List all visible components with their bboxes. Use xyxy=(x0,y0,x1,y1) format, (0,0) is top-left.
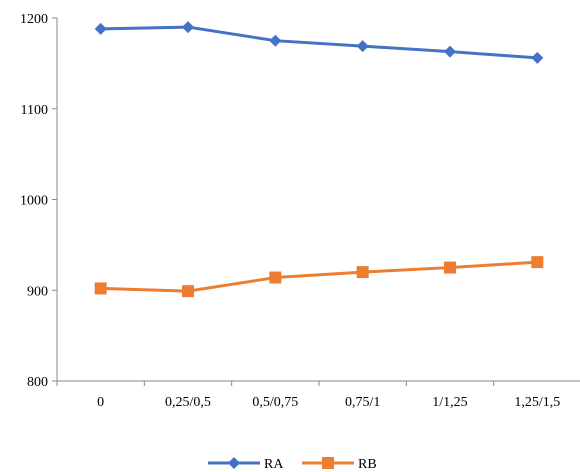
legend: RA RB xyxy=(208,457,377,472)
data-point-rb xyxy=(356,266,369,279)
y-tick-label: 1000 xyxy=(20,194,48,209)
legend-label-rb: RB xyxy=(358,457,377,472)
y-tick-label: 800 xyxy=(27,375,48,390)
series-layer xyxy=(94,21,544,298)
x-tick-label: 1/1,25 xyxy=(432,395,467,410)
y-axis: 800 900 1000 1100 1200 xyxy=(20,12,58,390)
data-point-rb xyxy=(94,282,107,295)
data-point-ra xyxy=(531,51,544,64)
series-ra xyxy=(94,21,544,64)
x-axis: 0 0,25/0,5 0,5/0,75 0,75/1 1/1,25 1,25/1,5 xyxy=(56,380,580,410)
data-point-rb xyxy=(269,271,282,284)
legend-item-rb: RB xyxy=(302,457,377,472)
y-tick-label: 900 xyxy=(27,284,48,299)
legend-label-ra: RA xyxy=(264,457,284,472)
data-point-rb xyxy=(182,285,194,298)
data-point-ra xyxy=(94,22,107,35)
x-tick-label: 0 xyxy=(97,395,104,410)
series-rb xyxy=(94,256,544,298)
x-tick-label: 0,25/0,5 xyxy=(165,395,211,410)
x-tick-label: 1,25/1,5 xyxy=(514,395,560,410)
y-tick-label: 1100 xyxy=(21,103,48,118)
series-line-ra xyxy=(99,25,539,60)
data-point-rb xyxy=(444,261,456,274)
data-point-ra xyxy=(444,45,456,58)
legend-marker-rb xyxy=(322,457,334,469)
x-tick-label: 0,5/0,75 xyxy=(252,395,298,410)
series-line-rb xyxy=(99,260,539,293)
legend-marker-ra xyxy=(228,457,240,469)
y-tick-label: 1200 xyxy=(20,12,48,27)
data-point-ra xyxy=(356,40,369,53)
data-point-rb xyxy=(531,256,544,269)
data-point-ra xyxy=(269,34,282,47)
data-point-ra xyxy=(182,21,194,34)
x-tick-label: 0,75/1 xyxy=(345,395,380,410)
legend-item-ra: RA xyxy=(208,457,284,472)
